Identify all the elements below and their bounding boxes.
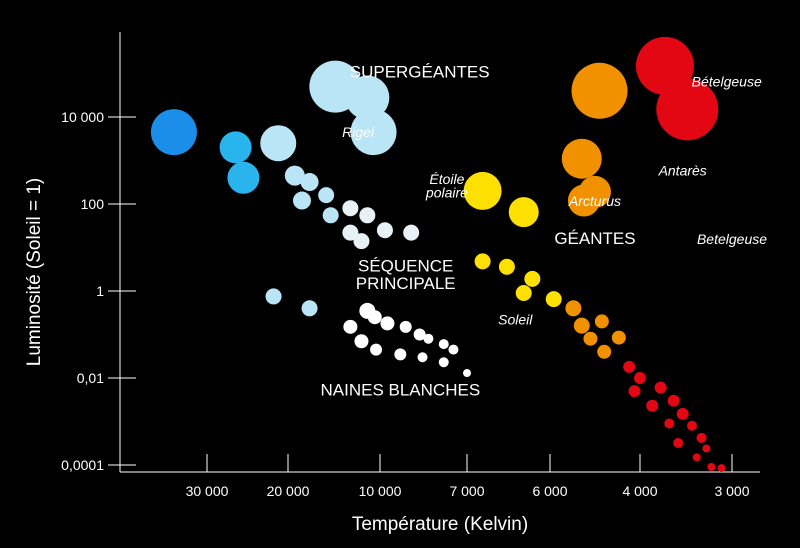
star-point [664,418,675,429]
star-point [423,333,434,344]
star-point [474,253,491,270]
star-point [463,369,471,378]
star-name-label: Betelgeuse [697,231,767,247]
star-point [508,197,539,228]
star-point [318,187,335,204]
y-tick-label: 0,01 [77,370,104,386]
star-point [686,420,697,431]
star-point [413,328,426,341]
x-tick-label: 10 000 [359,483,402,499]
star-point [284,165,305,186]
y-tick-label: 0,0001 [61,457,104,473]
region-label: SÉQUENCE [358,257,453,276]
star-point [417,352,428,363]
star-point [673,438,684,449]
x-tick-label: 6 000 [532,483,567,499]
star-point [448,344,459,355]
star-point [545,291,562,308]
star-point [623,360,636,373]
star-point [676,407,689,420]
star-point [628,385,641,398]
star-name-label: polaire [425,185,468,201]
star-point [343,319,358,334]
star-point [498,258,515,275]
star-point [561,138,602,179]
x-axis-title: Température (Kelvin) [352,514,528,535]
star-point [438,357,449,368]
region-label: GÉANTES [554,229,635,248]
star-point [350,109,397,156]
star-point [260,125,297,162]
region-label: NAINES BLANCHES [321,380,481,399]
star-point [292,191,311,210]
x-tick-label: 30 000 [186,483,229,499]
x-tick-label: 20 000 [267,483,310,499]
star-name-label: Rigel [342,124,375,140]
axes [108,32,760,473]
star-point [571,62,628,119]
star-point [702,444,711,453]
star-name-label: Arcturus [568,193,621,209]
star-point [219,131,252,164]
star-point [265,288,282,305]
star-point [342,200,359,217]
star-point [367,310,382,325]
star-point [394,348,407,361]
star-point [353,233,370,250]
star-point [354,334,369,349]
star-name-label: Antarès [658,163,707,179]
star-point [567,184,600,217]
x-tick-label: 3 000 [714,483,749,499]
tick-labels: 30 000 20 000 10 000 7 000 6 000 4 000 3 00010… [61,109,750,499]
star-point [342,224,359,241]
star-point [524,270,541,287]
star-point [403,224,420,241]
star-point [634,372,646,384]
star-point [696,432,707,443]
y-axis-title: Luminosité (Soleil = 1) [24,178,45,367]
region-label: SUPERGÉANTES [350,63,490,82]
star-point [573,317,590,334]
star-point [646,399,659,412]
star-point [667,394,680,407]
star-point [322,207,339,224]
region-label: PRINCIPALE [356,274,456,293]
y-tick-label: 1 [96,283,104,299]
star-points [150,36,726,473]
star-point [399,320,412,333]
star-point [597,344,612,359]
star-point [565,300,582,317]
star-name-label: Soleil [498,311,533,327]
star-point [345,75,390,120]
star-point [611,330,626,345]
star-point [376,222,393,239]
star-point [463,171,502,210]
star-point [150,109,197,156]
star-point [707,462,716,471]
star-name-label: Étoile [429,171,464,187]
star-point [438,339,449,350]
x-tick-label: 7 000 [449,483,484,499]
y-tick-label: 10 000 [61,109,104,125]
star-point [227,161,260,194]
star-point [654,381,667,394]
star-point [594,314,609,329]
star-point [370,343,383,356]
star-point [301,300,318,317]
star-point [359,207,376,224]
star-point [717,464,726,473]
star-point [300,173,319,192]
star-point [380,316,395,331]
star-point [656,78,719,141]
star-point [583,331,598,346]
star-name-label: Bételgeuse [692,74,762,90]
y-tick-label: 100 [81,196,105,212]
star-point [515,284,532,301]
star-point [692,453,701,462]
x-tick-label: 4 000 [622,483,657,499]
